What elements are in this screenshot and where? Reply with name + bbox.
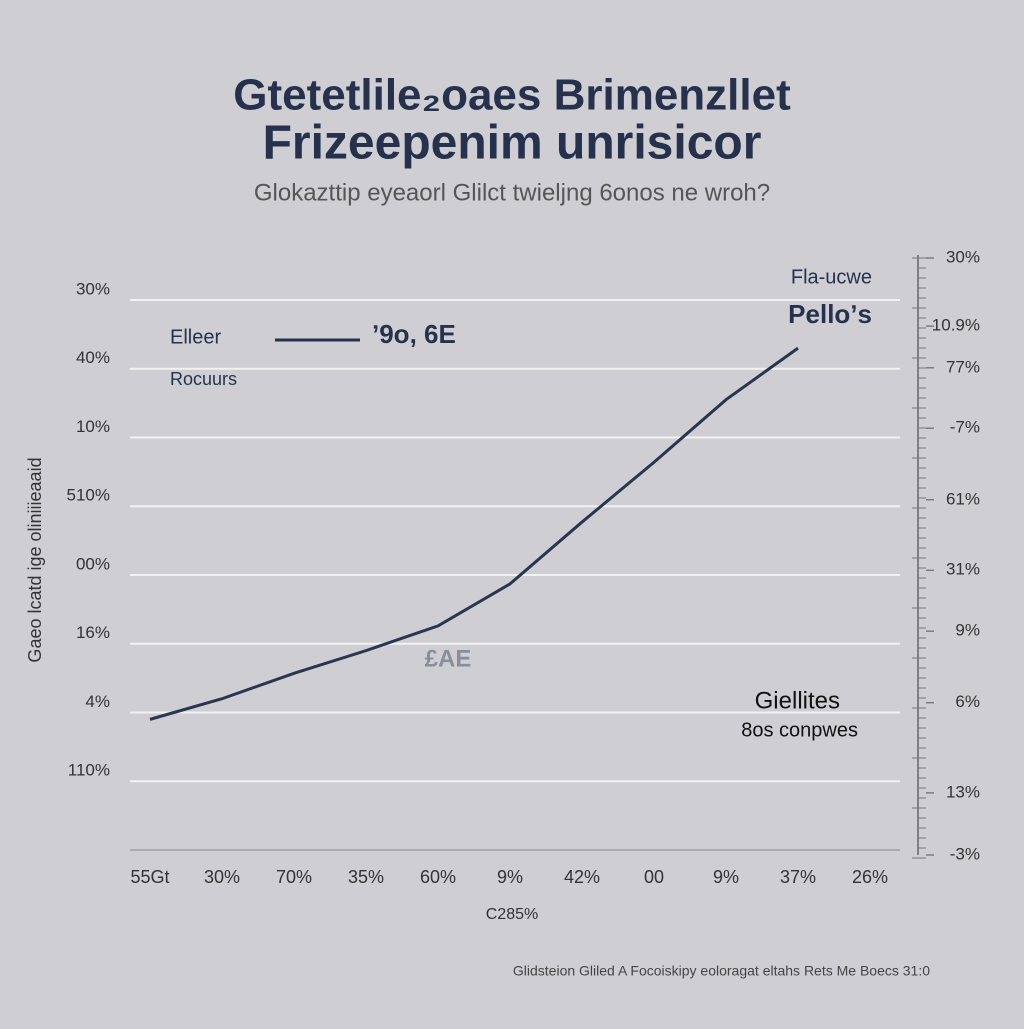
x-tick-label: 55Gt (130, 867, 169, 887)
x-tick-label: 9% (713, 867, 739, 887)
line-series (149, 346, 799, 721)
y2-tick-label: -7% (950, 418, 980, 437)
y-tick-label: 110% (68, 761, 110, 780)
annotation: 8os conpwes (741, 719, 858, 741)
legend-label: Elleer (170, 326, 221, 348)
y2-tick-label: 10.9% (932, 316, 980, 335)
y-tick-label: 00% (76, 554, 110, 573)
y2-tick-label: 77% (946, 357, 980, 376)
annotation: Pelloʼs (788, 299, 872, 329)
y-tick-label: 10% (76, 417, 110, 436)
y-tick-label: 30% (76, 279, 110, 298)
y-axis-label: Gaeo lcatd ige oliniiieaaid (25, 457, 45, 662)
chart-title: Gtetetlile₂oaes Brimenzllet (233, 71, 791, 120)
x-tick-label: 26% (852, 867, 888, 887)
annotation: Fla-ucwe (791, 266, 872, 288)
x-tick-label: 70% (276, 867, 312, 887)
x-axis-label: C285% (486, 906, 538, 923)
y2-tick-label: 30% (946, 247, 980, 266)
x-tick-label: 60% (420, 867, 456, 887)
x-tick-label: 00 (644, 867, 664, 887)
y2-tick-label: 61% (946, 489, 980, 508)
annotation: £AE (425, 645, 472, 672)
x-tick-label: 42% (564, 867, 600, 887)
y2-tick-label: 9% (955, 621, 980, 640)
legend-note: Rocuurs (170, 369, 237, 389)
y2-tick-label: 31% (946, 560, 980, 579)
caption: Glokazttip eyeaorl Glilct twieljng 6onos… (254, 179, 770, 206)
x-tick-label: 9% (497, 867, 523, 887)
y2-tick-label: -3% (950, 844, 980, 863)
y2-tick-label: 6% (955, 692, 980, 711)
annotation: Giellites (755, 687, 840, 714)
x-tick-label: 37% (780, 867, 816, 887)
footer: Glidsteion Gliled A Focoiskipy eoloragat… (513, 963, 930, 979)
legend-value: ʼ9o, 6E (372, 319, 456, 349)
y-tick-label: 16% (76, 623, 110, 642)
y-tick-label: 510% (67, 486, 110, 505)
y-tick-label: 40% (76, 348, 110, 367)
chart-subtitle: Frizeepenim unrisicor (263, 117, 762, 170)
y2-tick-label: 13% (946, 782, 980, 801)
y-tick-label: 4% (85, 692, 110, 711)
x-tick-label: 35% (348, 867, 384, 887)
x-tick-label: 30% (204, 867, 240, 887)
